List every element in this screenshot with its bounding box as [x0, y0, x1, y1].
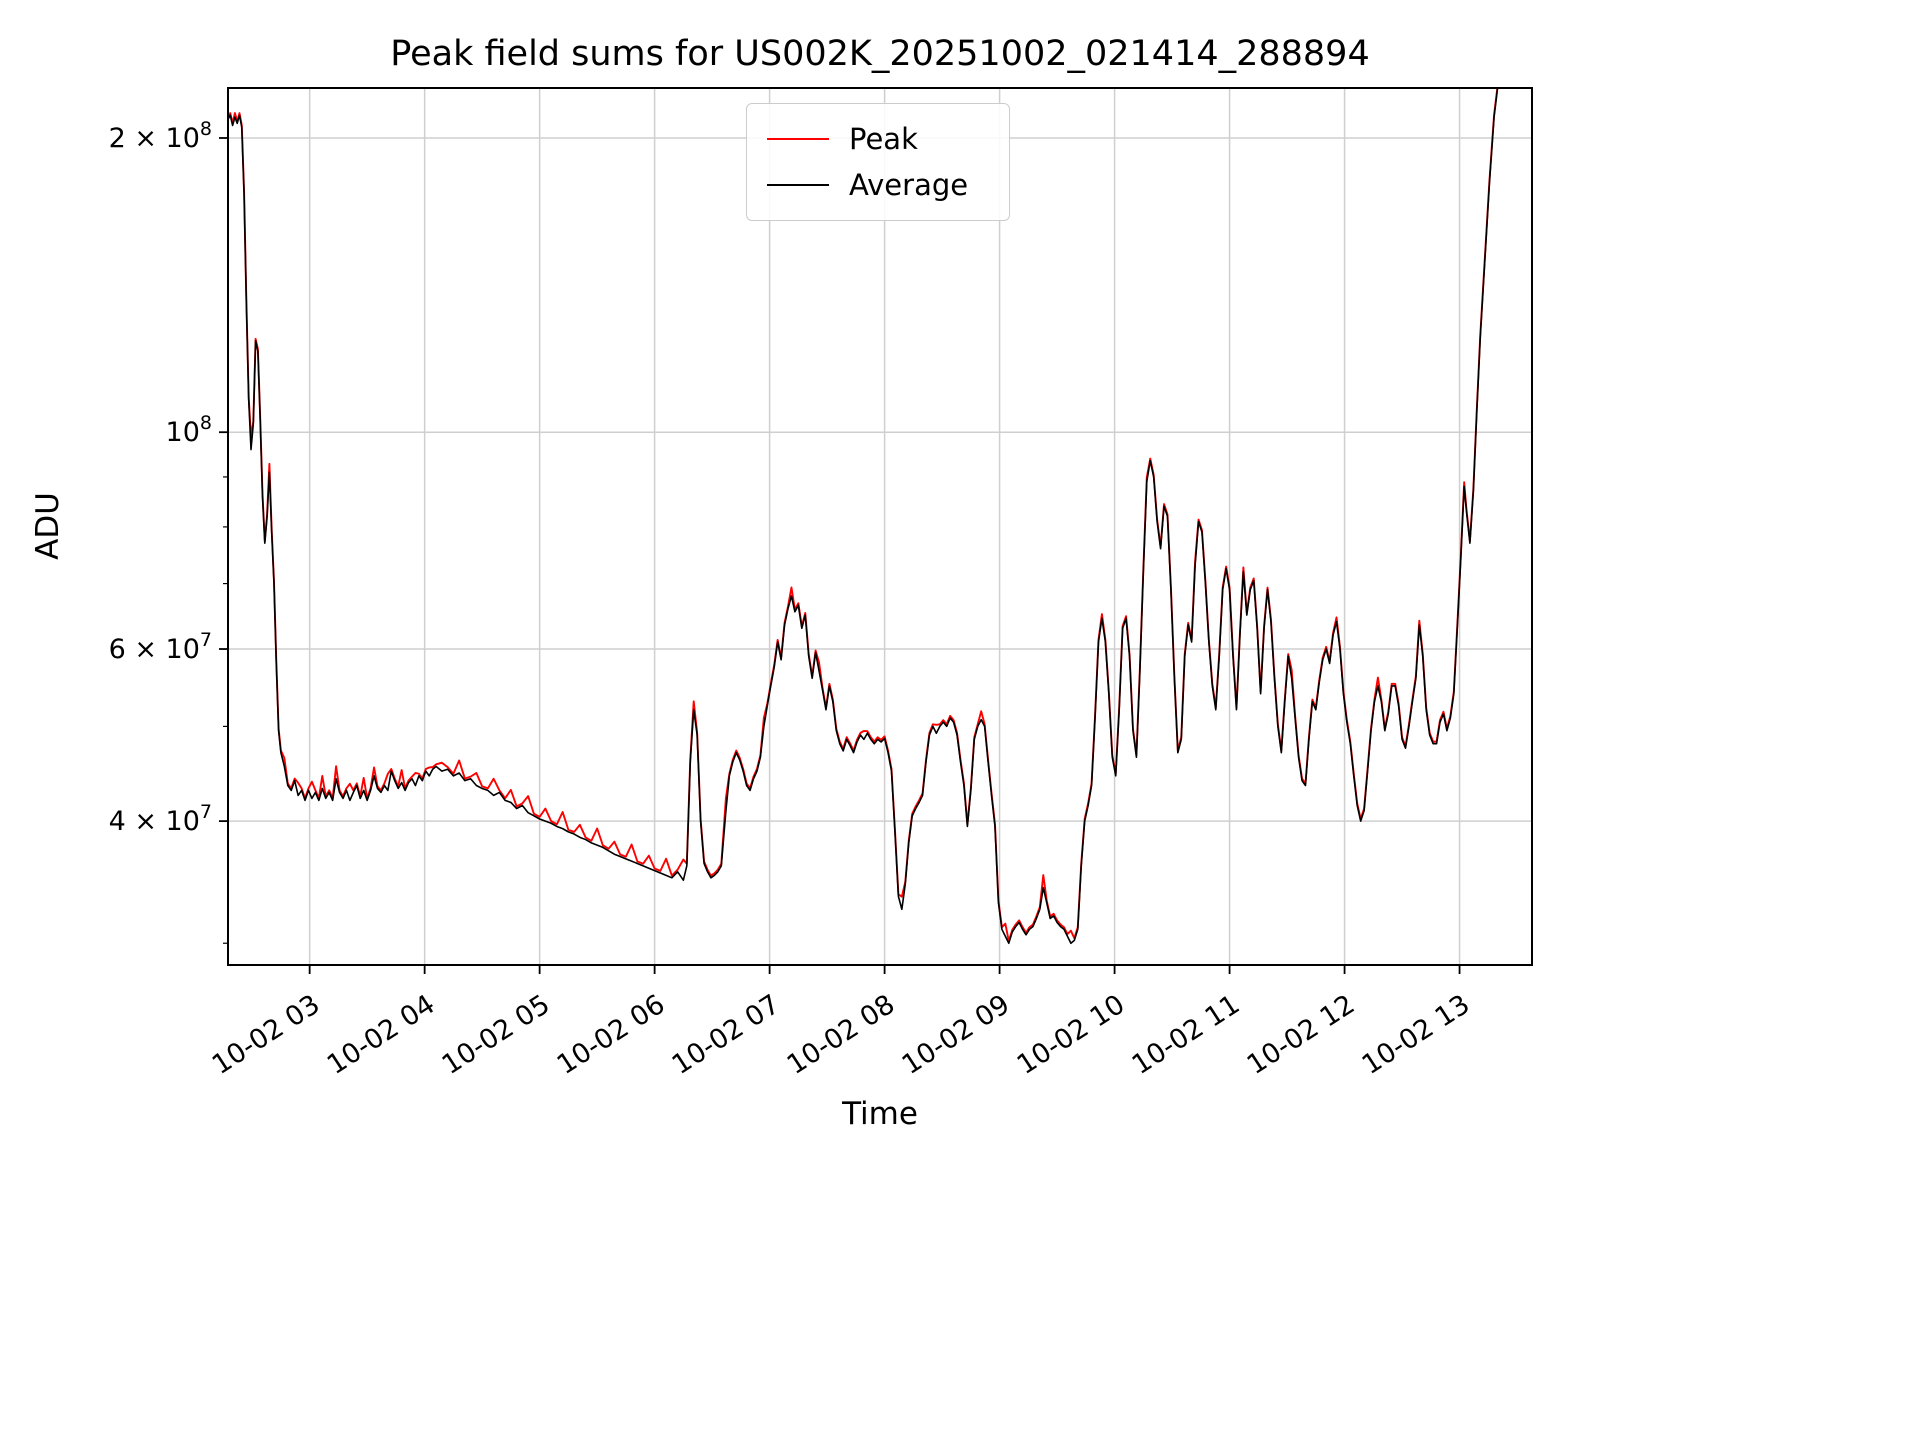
y-tick-label-1: 108 [166, 412, 212, 448]
series-group [228, 88, 1499, 945]
legend-line-sample [767, 184, 829, 186]
x-tick-label-4: 10-02 07 [667, 989, 786, 1081]
chart-title: Peak field sums for US002K_20251002_0214… [390, 34, 1370, 74]
y-tick-label-3: 4 × 107 [109, 801, 212, 837]
y-tick-label-0: 2 × 108 [109, 118, 212, 154]
legend: Peak Average [746, 103, 1010, 221]
legend-line-sample [767, 138, 829, 140]
legend-label: Average [849, 168, 969, 202]
y-tick-label-2: 6 × 107 [109, 629, 212, 665]
x-axis-label: Time [842, 1096, 918, 1132]
average-line [228, 88, 1499, 945]
x-tick-label-9: 10-02 12 [1242, 989, 1361, 1081]
x-tick-label-10: 10-02 13 [1357, 989, 1476, 1081]
x-tick-label-5: 10-02 08 [782, 989, 901, 1081]
legend-entry-average: Average [767, 162, 989, 208]
x-tick-label-7: 10-02 10 [1012, 989, 1131, 1081]
x-tick-label-3: 10-02 06 [552, 989, 671, 1081]
x-tick-label-8: 10-02 11 [1127, 989, 1246, 1081]
y-axis-label: ADU [30, 492, 66, 560]
x-tick-label-6: 10-02 09 [897, 989, 1016, 1081]
x-tick-label-2: 10-02 05 [437, 989, 556, 1081]
legend-entry-peak: Peak [767, 116, 989, 162]
legend-label: Peak [849, 122, 918, 156]
x-tick-label-1: 10-02 04 [322, 989, 441, 1081]
x-tick-label-0: 10-02 03 [207, 989, 326, 1081]
